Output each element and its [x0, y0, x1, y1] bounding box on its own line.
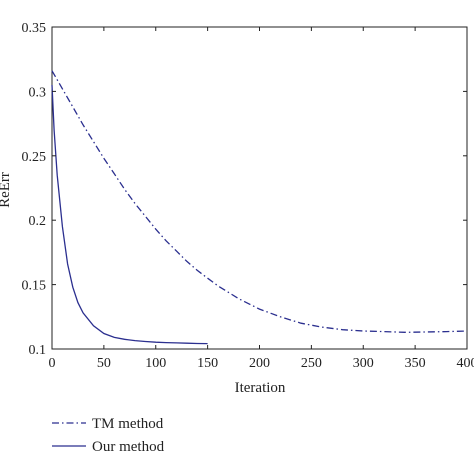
x-tick-label: 150	[197, 356, 218, 371]
x-tick-label: 300	[353, 356, 374, 371]
x-tick-label: 250	[301, 356, 322, 371]
x-tick-label: 350	[405, 356, 426, 371]
series-line-tm-method	[51, 70, 468, 333]
x-tick-label: 100	[145, 356, 166, 371]
y-axis-ticks: 0.1 0.15 0.2 0.25 0.3 0.35	[22, 21, 467, 358]
series-layer	[51, 70, 468, 345]
legend-label-our-method: Our method	[92, 439, 165, 455]
legend: TM method Our method	[52, 416, 165, 455]
y-tick-label: 0.35	[22, 21, 47, 36]
y-tick-label: 0.15	[22, 279, 47, 294]
y-tick-label: 0.3	[29, 85, 47, 100]
x-tick-label: 200	[249, 356, 270, 371]
y-axis-label: ReErr	[0, 172, 13, 208]
series-line-our-method	[51, 84, 208, 345]
legend-label-tm-method: TM method	[92, 416, 164, 432]
x-axis-label: Iteration	[235, 380, 286, 396]
x-tick-label: 50	[97, 356, 111, 371]
x-tick-label: 0	[49, 356, 56, 371]
y-tick-label: 0.25	[22, 150, 47, 165]
plot-frame	[51, 26, 468, 350]
x-axis-ticks: 0 50 100 150 200 250 300 350 400	[49, 27, 474, 371]
plot-area	[51, 26, 468, 350]
y-tick-label: 0.2	[29, 214, 47, 229]
y-tick-label: 0.1	[29, 343, 47, 358]
x-tick-label: 400	[457, 356, 474, 371]
